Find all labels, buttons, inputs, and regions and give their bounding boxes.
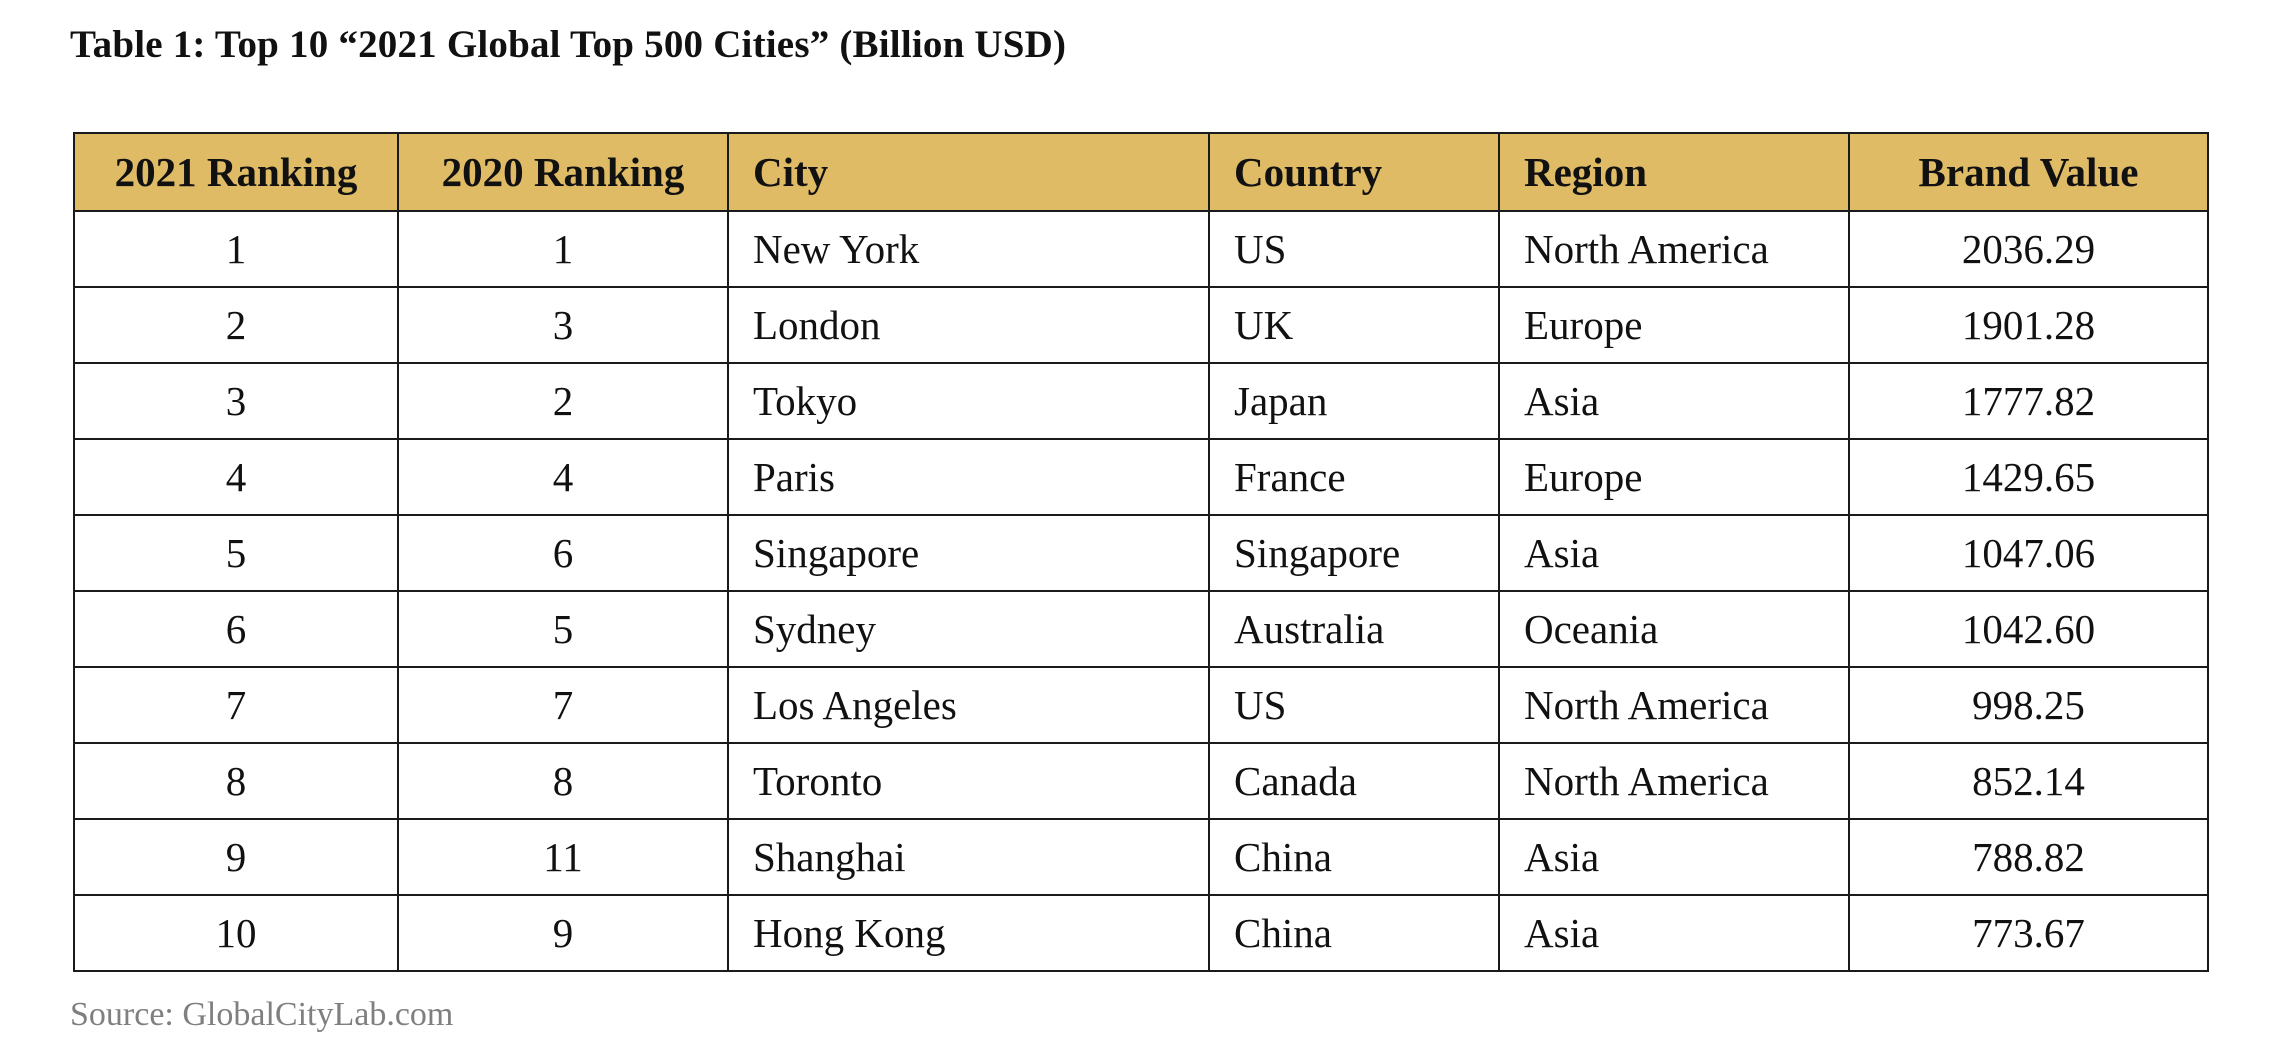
cell-city: New York (727, 210, 1210, 288)
rankings-table: 2021 Ranking 2020 Ranking City Country R… (73, 132, 2209, 972)
header-brand-value: Brand Value (1848, 132, 2209, 212)
cell-2020-ranking: 9 (397, 894, 729, 972)
table-header: 2021 Ranking 2020 Ranking City Country R… (73, 132, 2209, 212)
cell-2021-ranking: 7 (73, 666, 399, 744)
cell-region: Asia (1498, 818, 1850, 896)
cell-city: Los Angeles (727, 666, 1210, 744)
cell-brand-value: 1777.82 (1848, 362, 2209, 440)
cell-city: Tokyo (727, 362, 1210, 440)
table-row: 10 9 Hong Kong China Asia 773.67 (73, 894, 2209, 972)
table-body: 1 1 New York US North America 2036.29 2 … (73, 210, 2209, 972)
table-row: 2 3 London UK Europe 1901.28 (73, 286, 2209, 364)
cell-city: London (727, 286, 1210, 364)
cell-region: North America (1498, 666, 1850, 744)
header-2020-ranking: 2020 Ranking (397, 132, 729, 212)
header-city: City (727, 132, 1210, 212)
table-row: 3 2 Tokyo Japan Asia 1777.82 (73, 362, 2209, 440)
table-row: 6 5 Sydney Australia Oceania 1042.60 (73, 590, 2209, 668)
cell-brand-value: 852.14 (1848, 742, 2209, 820)
cell-country: US (1208, 210, 1500, 288)
cell-2021-ranking: 10 (73, 894, 399, 972)
cell-2021-ranking: 6 (73, 590, 399, 668)
cell-2020-ranking: 11 (397, 818, 729, 896)
cell-2021-ranking: 5 (73, 514, 399, 592)
cell-region: Oceania (1498, 590, 1850, 668)
cell-region: North America (1498, 210, 1850, 288)
cell-country: Japan (1208, 362, 1500, 440)
table-row: 7 7 Los Angeles US North America 998.25 (73, 666, 2209, 744)
cell-city: Sydney (727, 590, 1210, 668)
header-2021-ranking: 2021 Ranking (73, 132, 399, 212)
cell-2020-ranking: 5 (397, 590, 729, 668)
cell-country: Canada (1208, 742, 1500, 820)
cell-2020-ranking: 6 (397, 514, 729, 592)
cell-brand-value: 1042.60 (1848, 590, 2209, 668)
cell-country: Singapore (1208, 514, 1500, 592)
cell-brand-value: 998.25 (1848, 666, 2209, 744)
cell-2020-ranking: 1 (397, 210, 729, 288)
cell-region: Europe (1498, 438, 1850, 516)
cell-region: Asia (1498, 514, 1850, 592)
table-title: Table 1: Top 10 “2021 Global Top 500 Cit… (70, 23, 1067, 66)
cell-2021-ranking: 3 (73, 362, 399, 440)
cell-2021-ranking: 1 (73, 210, 399, 288)
table-row: 5 6 Singapore Singapore Asia 1047.06 (73, 514, 2209, 592)
cell-city: Hong Kong (727, 894, 1210, 972)
cell-country: China (1208, 894, 1500, 972)
cell-2020-ranking: 2 (397, 362, 729, 440)
table-row: 1 1 New York US North America 2036.29 (73, 210, 2209, 288)
cell-region: North America (1498, 742, 1850, 820)
cell-region: Asia (1498, 894, 1850, 972)
cell-city: Singapore (727, 514, 1210, 592)
cell-brand-value: 1901.28 (1848, 286, 2209, 364)
cell-2020-ranking: 4 (397, 438, 729, 516)
cell-country: UK (1208, 286, 1500, 364)
table-row: 4 4 Paris France Europe 1429.65 (73, 438, 2209, 516)
cell-country: China (1208, 818, 1500, 896)
cell-brand-value: 773.67 (1848, 894, 2209, 972)
cell-2020-ranking: 7 (397, 666, 729, 744)
rankings-table-container: 2021 Ranking 2020 Ranking City Country R… (73, 132, 2209, 972)
cell-city: Shanghai (727, 818, 1210, 896)
cell-2021-ranking: 8 (73, 742, 399, 820)
header-country: Country (1208, 132, 1500, 212)
table-row: 8 8 Toronto Canada North America 852.14 (73, 742, 2209, 820)
header-row: 2021 Ranking 2020 Ranking City Country R… (73, 132, 2209, 212)
table-row: 9 11 Shanghai China Asia 788.82 (73, 818, 2209, 896)
cell-2021-ranking: 4 (73, 438, 399, 516)
cell-brand-value: 1047.06 (1848, 514, 2209, 592)
cell-2020-ranking: 8 (397, 742, 729, 820)
cell-2020-ranking: 3 (397, 286, 729, 364)
cell-brand-value: 788.82 (1848, 818, 2209, 896)
cell-region: Asia (1498, 362, 1850, 440)
cell-city: Toronto (727, 742, 1210, 820)
cell-country: France (1208, 438, 1500, 516)
cell-region: Europe (1498, 286, 1850, 364)
cell-city: Paris (727, 438, 1210, 516)
header-region: Region (1498, 132, 1850, 212)
source-note: Source: GlobalCityLab.com (70, 996, 454, 1033)
cell-brand-value: 2036.29 (1848, 210, 2209, 288)
cell-country: US (1208, 666, 1500, 744)
cell-2021-ranking: 9 (73, 818, 399, 896)
cell-2021-ranking: 2 (73, 286, 399, 364)
cell-brand-value: 1429.65 (1848, 438, 2209, 516)
cell-country: Australia (1208, 590, 1500, 668)
